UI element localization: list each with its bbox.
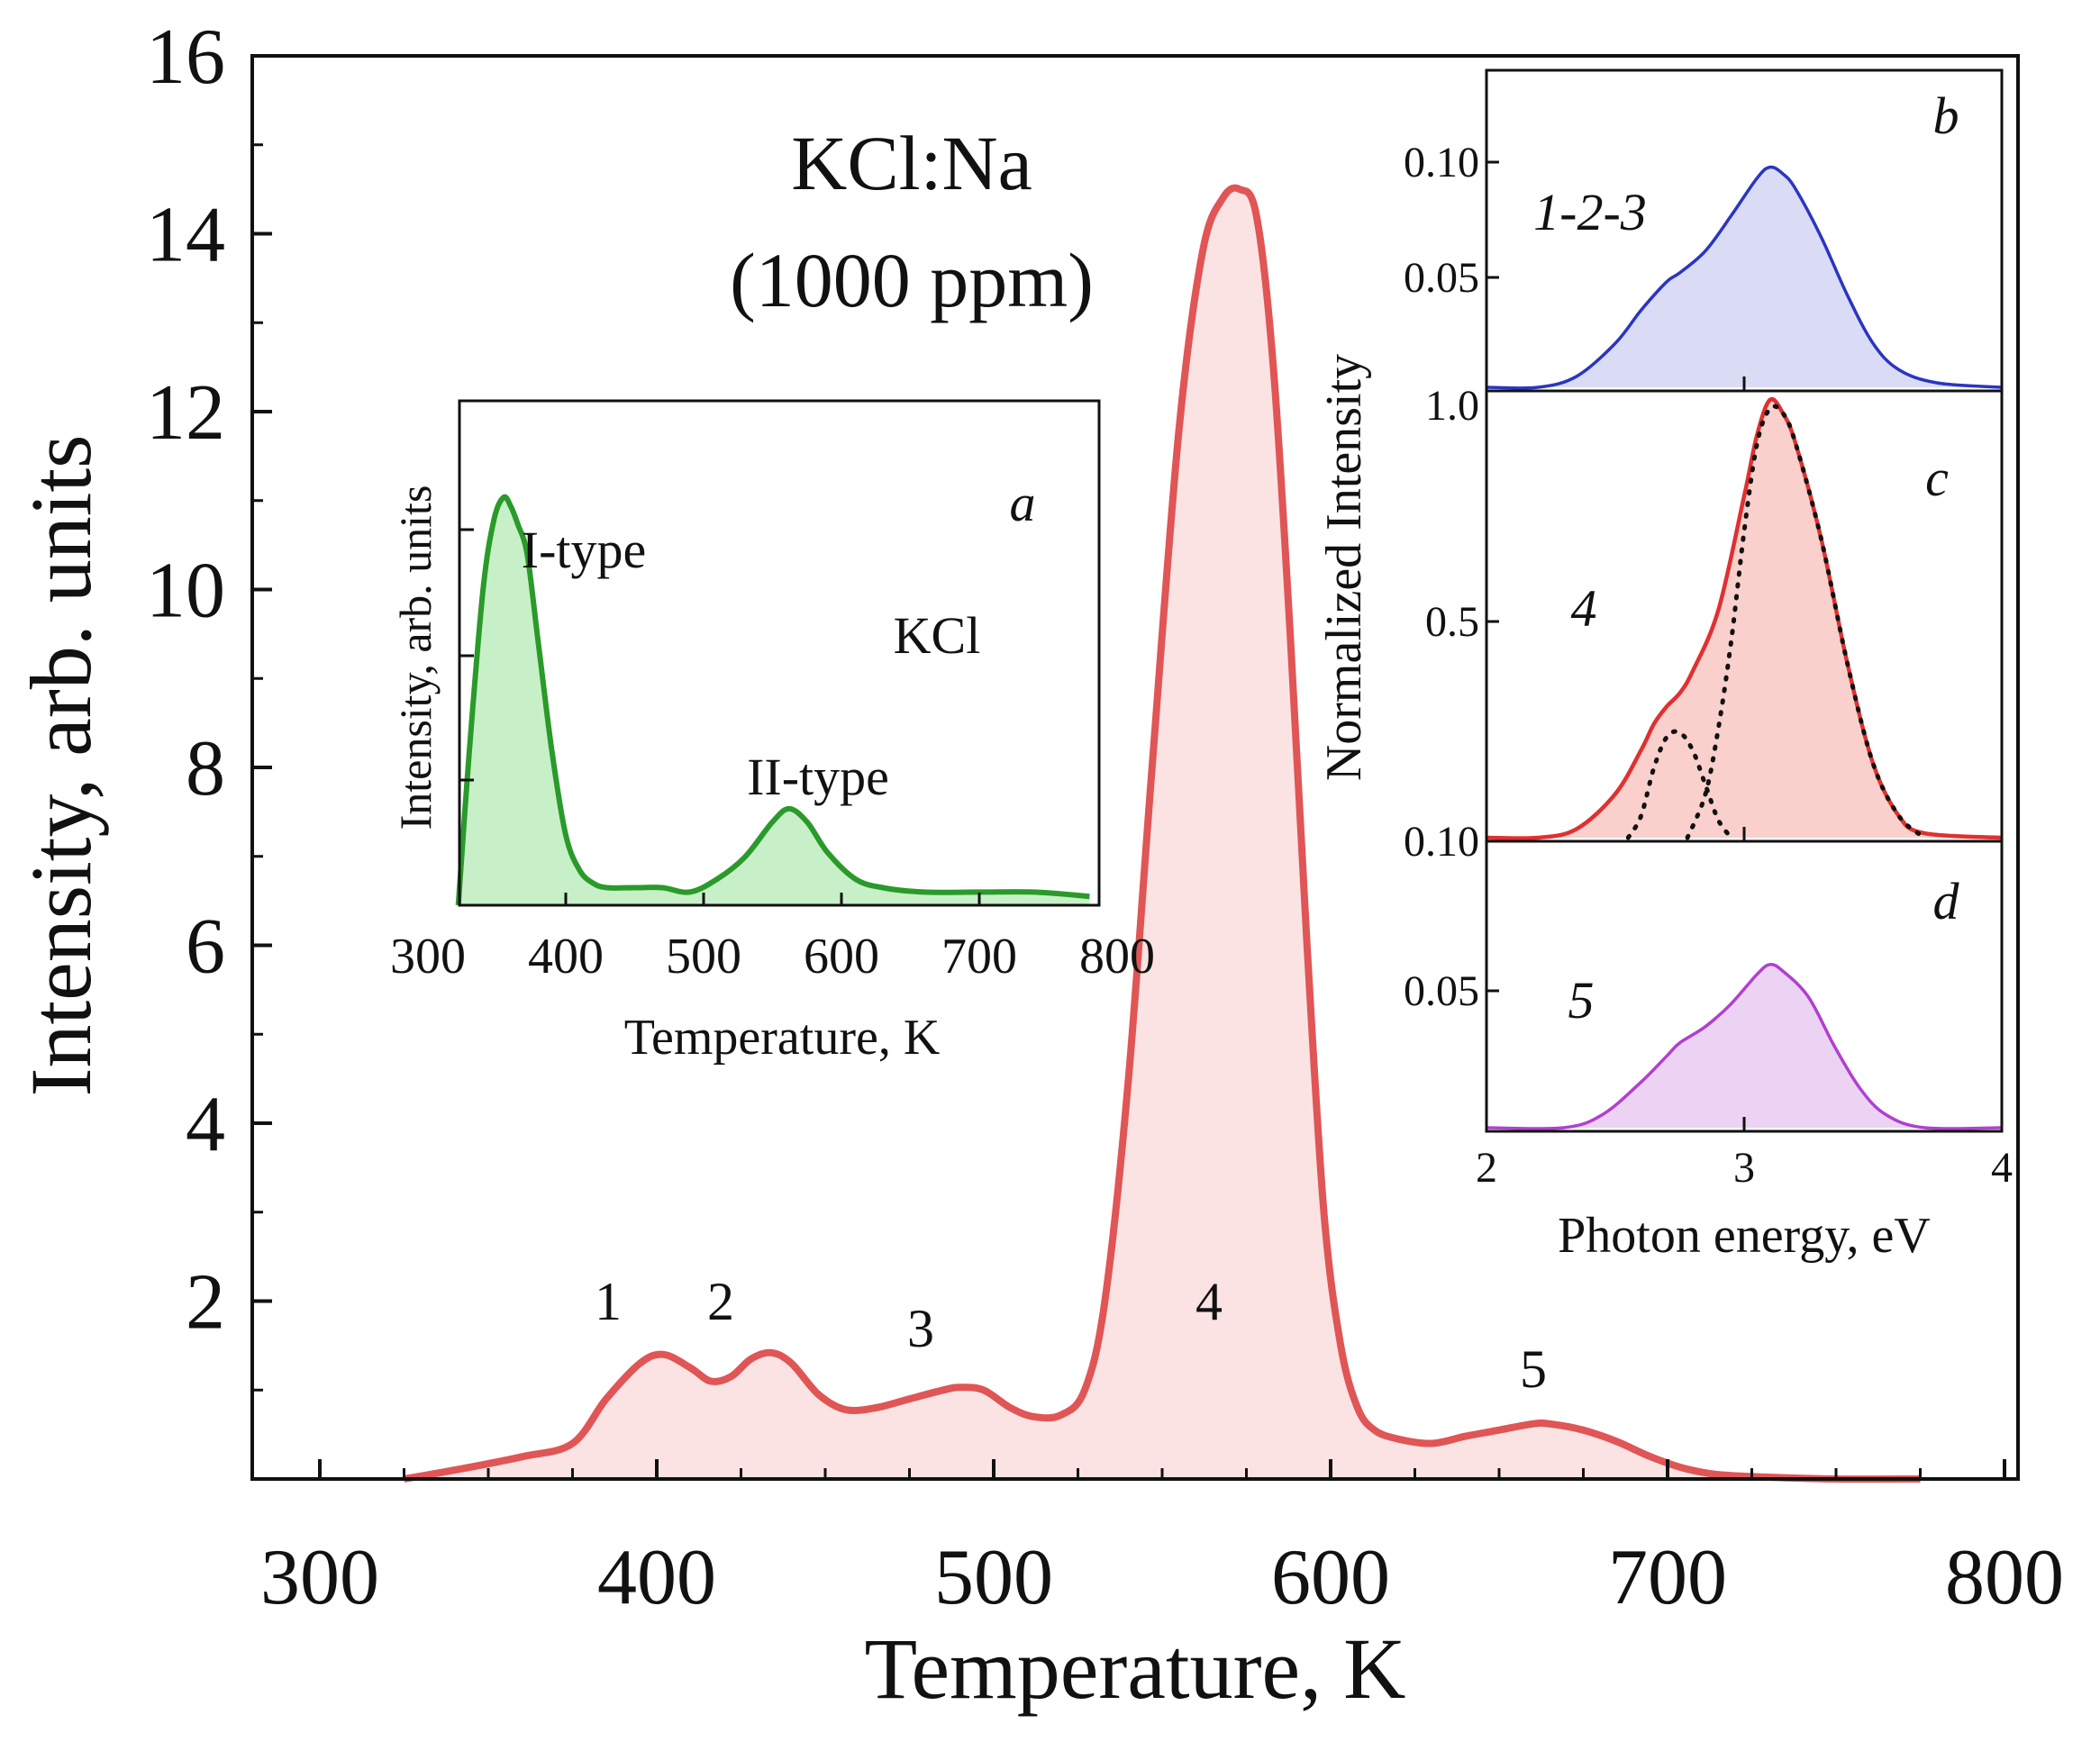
main-subtitle: (1000 ppm) (730, 237, 1094, 323)
inset-c-panel-label: c (1925, 449, 1949, 507)
inset-a-x-axis-label: Temperature, K (624, 1010, 941, 1066)
inset-a-xtick-label-700: 700 (941, 929, 1017, 984)
inset-a-label-ii-type: II-type (747, 748, 889, 806)
inset-c-ytick-0.10: 0.10 (1404, 818, 1479, 866)
inset-c-curve-label: 4 (1571, 579, 1597, 638)
main-xtick-label-400: 400 (597, 1534, 716, 1621)
inset-b-series-fill (1486, 167, 2002, 388)
main-xtick-label-700: 700 (1608, 1534, 1727, 1621)
inset-b-ytick-0.05: 0.05 (1404, 254, 1479, 302)
inset-c-series-fill (1486, 399, 2002, 839)
inset-c-ytick-0.5: 0.5 (1425, 598, 1479, 646)
main-ytick-label-8: 8 (186, 725, 225, 812)
inset-a-panel-label: a (1010, 474, 1036, 532)
inset-d-series-line (1486, 962, 2003, 1130)
main-ytick-label-14: 14 (146, 192, 225, 279)
main-x-axis-label: Temperature, K (865, 1620, 1406, 1717)
inset-a-xtick-label-800: 800 (1079, 929, 1155, 984)
main-xtick-label-600: 600 (1271, 1534, 1390, 1621)
inset-a-series-line (455, 494, 1090, 906)
main-ytick-label-2: 2 (186, 1259, 225, 1347)
inset-b-curve-label: 1-2-3 (1533, 183, 1647, 241)
inset-bcd-x-axis-label: Photon energy, eV (1558, 1208, 1931, 1264)
inset-d-xtick-2: 2 (1476, 1144, 1497, 1192)
inset-a-y-ticks (459, 528, 474, 782)
main-series-fill (404, 187, 1921, 1480)
main-x-ticks: 300 400 500 600 700 800 (260, 1459, 2064, 1621)
inset-c-component-1 (1625, 729, 1734, 840)
main-ytick-label-4: 4 (186, 1081, 225, 1168)
main-y-axis-label: Intensity, arb. units (13, 435, 109, 1097)
inset-bcd-chart: 0.10 0.05 1.0 0.5 0.10 0.05 2 3 4 b c d … (1316, 68, 2013, 1264)
inset-c-component-2 (1685, 404, 1927, 840)
inset-a-xtick-label-600: 600 (804, 929, 879, 984)
peak-label-4: 4 (1195, 1272, 1223, 1331)
main-xtick-label-300: 300 (260, 1534, 379, 1621)
inset-b-panel-label: b (1933, 86, 1959, 145)
main-ytick-label-12: 12 (146, 369, 225, 457)
main-ytick-label-10: 10 (146, 548, 225, 635)
inset-d-xtick-3: 3 (1733, 1144, 1755, 1192)
inset-a-label-i-type: I-type (522, 521, 647, 579)
inset-a-x-ticks: 300 400 500 600 700 800 (390, 893, 1155, 984)
inset-b-ytick-0.10: 0.10 (1404, 139, 1479, 186)
inset-b-series-line (1486, 165, 2003, 390)
inset-a-label-kcl: KCl (894, 606, 981, 665)
peak-label-2: 2 (707, 1272, 734, 1331)
main-y-ticks: 2 4 6 8 10 12 14 16 (146, 14, 272, 1392)
peak-label-5: 5 (1520, 1339, 1547, 1399)
inset-bcd-y-axis-label: Normalized Intensity (1316, 354, 1372, 781)
inset-a-chart: 300 400 500 600 700 800 a I-type II-type KCl … (390, 399, 1155, 1066)
main-ytick-label-6: 6 (186, 903, 225, 991)
inset-d-panel-label: d (1933, 872, 1960, 930)
inset-a-xtick-label-300: 300 (390, 929, 466, 984)
main-ytick-label-16: 16 (146, 14, 225, 101)
inset-a-y-axis-label: Intensity, arb. units (390, 485, 441, 830)
main-title: KCl:Na (791, 120, 1032, 206)
inset-a-xtick-label-500: 500 (666, 929, 741, 984)
inset-a-frame (458, 399, 1101, 907)
main-series-line (403, 184, 1921, 1483)
inset-d-series-fill (1486, 964, 2002, 1130)
peak-label-3: 3 (907, 1299, 934, 1358)
inset-d-curve-label: 5 (1568, 971, 1595, 1030)
peak-label-1: 1 (595, 1272, 622, 1331)
inset-d-ytick-0.05: 0.05 (1404, 967, 1479, 1015)
main-xtick-label-500: 500 (934, 1534, 1053, 1621)
inset-d-xtick-4: 4 (1991, 1144, 2013, 1192)
inset-bcd-y-ticks (1486, 160, 1499, 993)
inset-c-ytick-1.0: 1.0 (1425, 382, 1479, 430)
inset-a-xtick-label-400: 400 (528, 929, 604, 984)
main-xtick-label-800: 800 (1945, 1534, 2064, 1621)
